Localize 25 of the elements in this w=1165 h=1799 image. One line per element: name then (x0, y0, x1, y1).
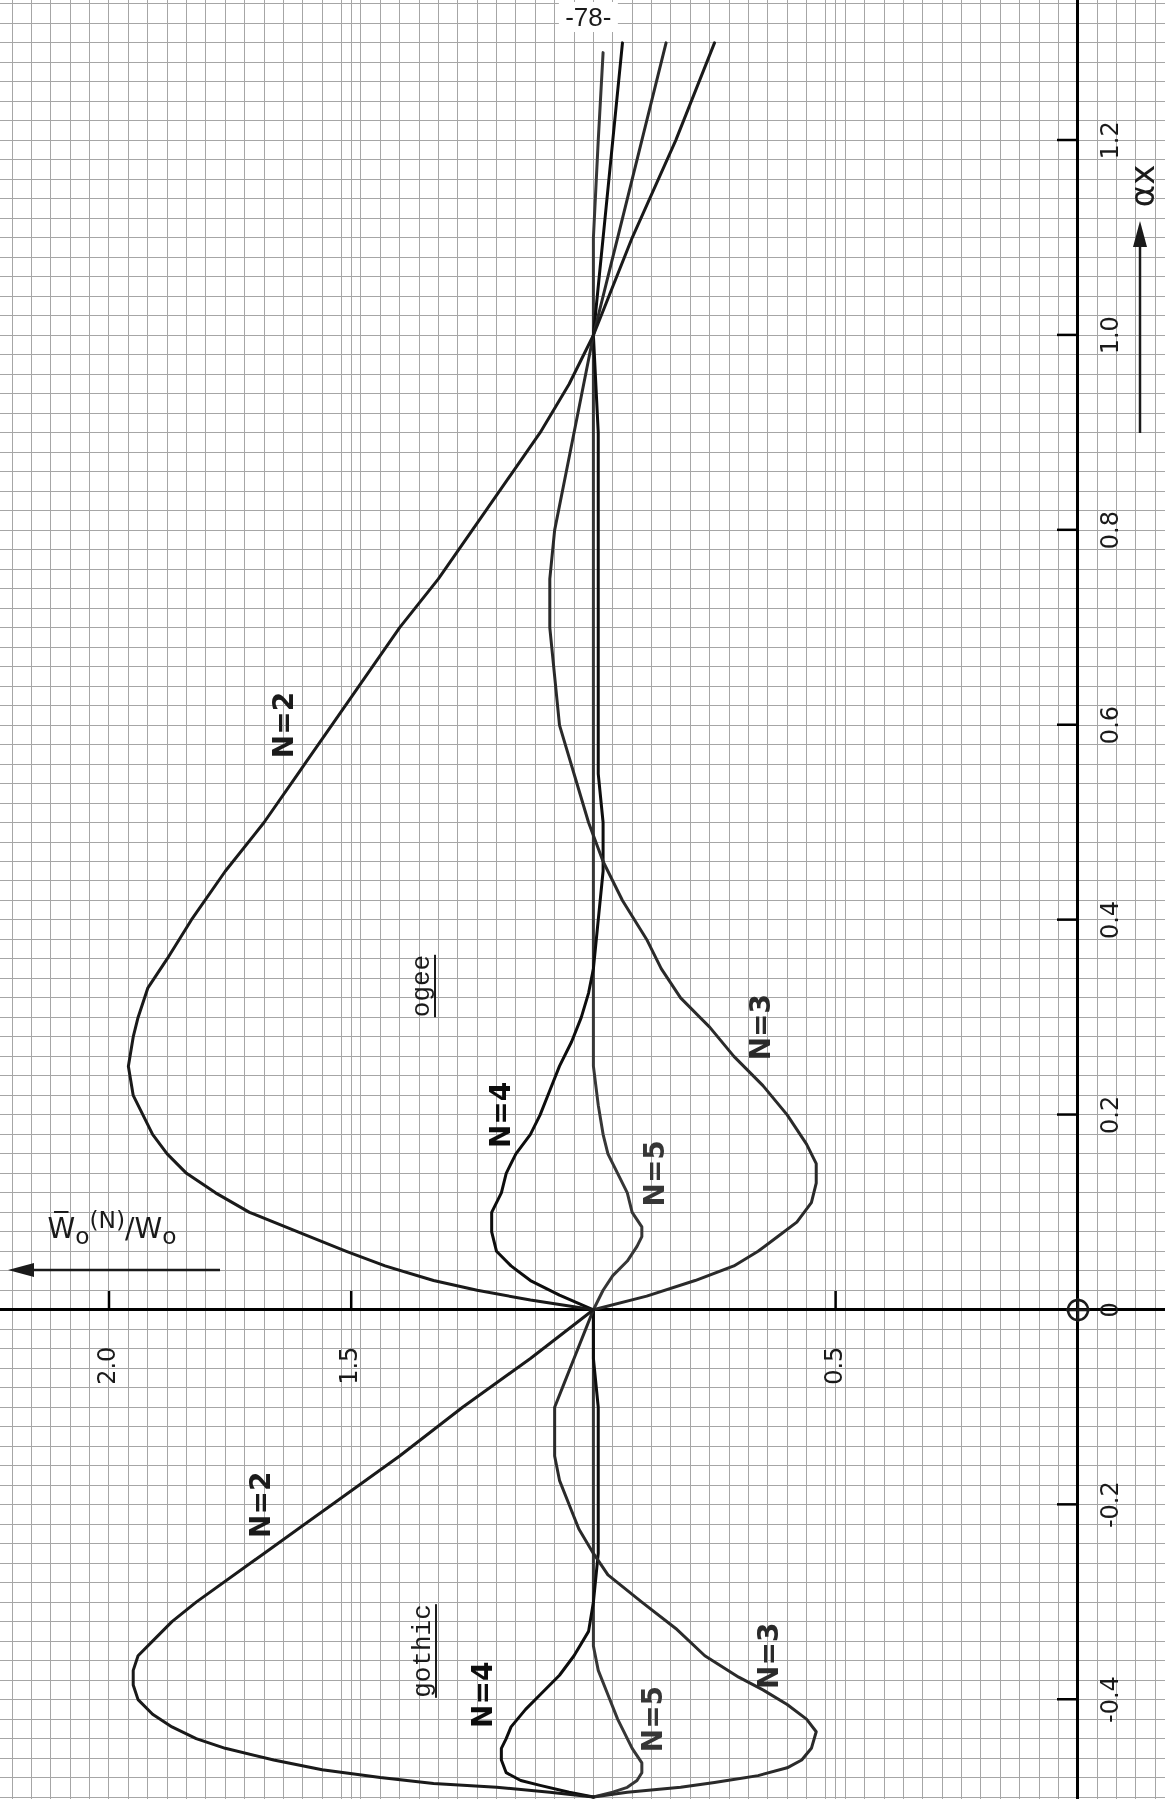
y-tick-label: -0.4 (1096, 1676, 1125, 1724)
y-tick-label: 0.2 (1096, 1095, 1125, 1134)
x-axis-title: W̅$_{o}$$^{(N)}$/W$_{o}$ (47, 1205, 177, 1251)
text: N=2 (267, 691, 301, 759)
x-tick-label: 2.0 (93, 1346, 122, 1385)
text: N=3 (752, 1622, 786, 1689)
annotation: ogee (405, 954, 438, 1018)
y-tick-label: 0.4 (1096, 900, 1125, 940)
y-tick-label: 1.0 (1096, 316, 1125, 355)
text: N=2 (243, 1471, 277, 1538)
annotation: -78- (559, 1, 618, 32)
text: N=4 (465, 1661, 499, 1728)
y-axis-title: αx (1121, 164, 1163, 208)
text: N=5 (637, 1140, 671, 1207)
y-tick-label: 1.2 (1096, 121, 1125, 160)
y-tick-label: 0.8 (1096, 511, 1125, 550)
x-tick-label: 0.5 (819, 1346, 848, 1385)
text: N=3 (743, 993, 777, 1061)
text: N=5 (635, 1685, 669, 1753)
y-tick-label: -0.2 (1096, 1481, 1125, 1529)
x-tick-label: 1.5 (335, 1346, 364, 1385)
annotation: gothic (406, 1604, 439, 1699)
text: N=4 (484, 1081, 518, 1149)
y-tick-label: 0 (1096, 1302, 1125, 1318)
y-tick-label: 0.6 (1096, 705, 1125, 745)
